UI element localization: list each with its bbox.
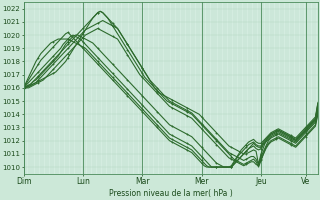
X-axis label: Pression niveau de la mer( hPa ): Pression niveau de la mer( hPa ) xyxy=(109,189,233,198)
